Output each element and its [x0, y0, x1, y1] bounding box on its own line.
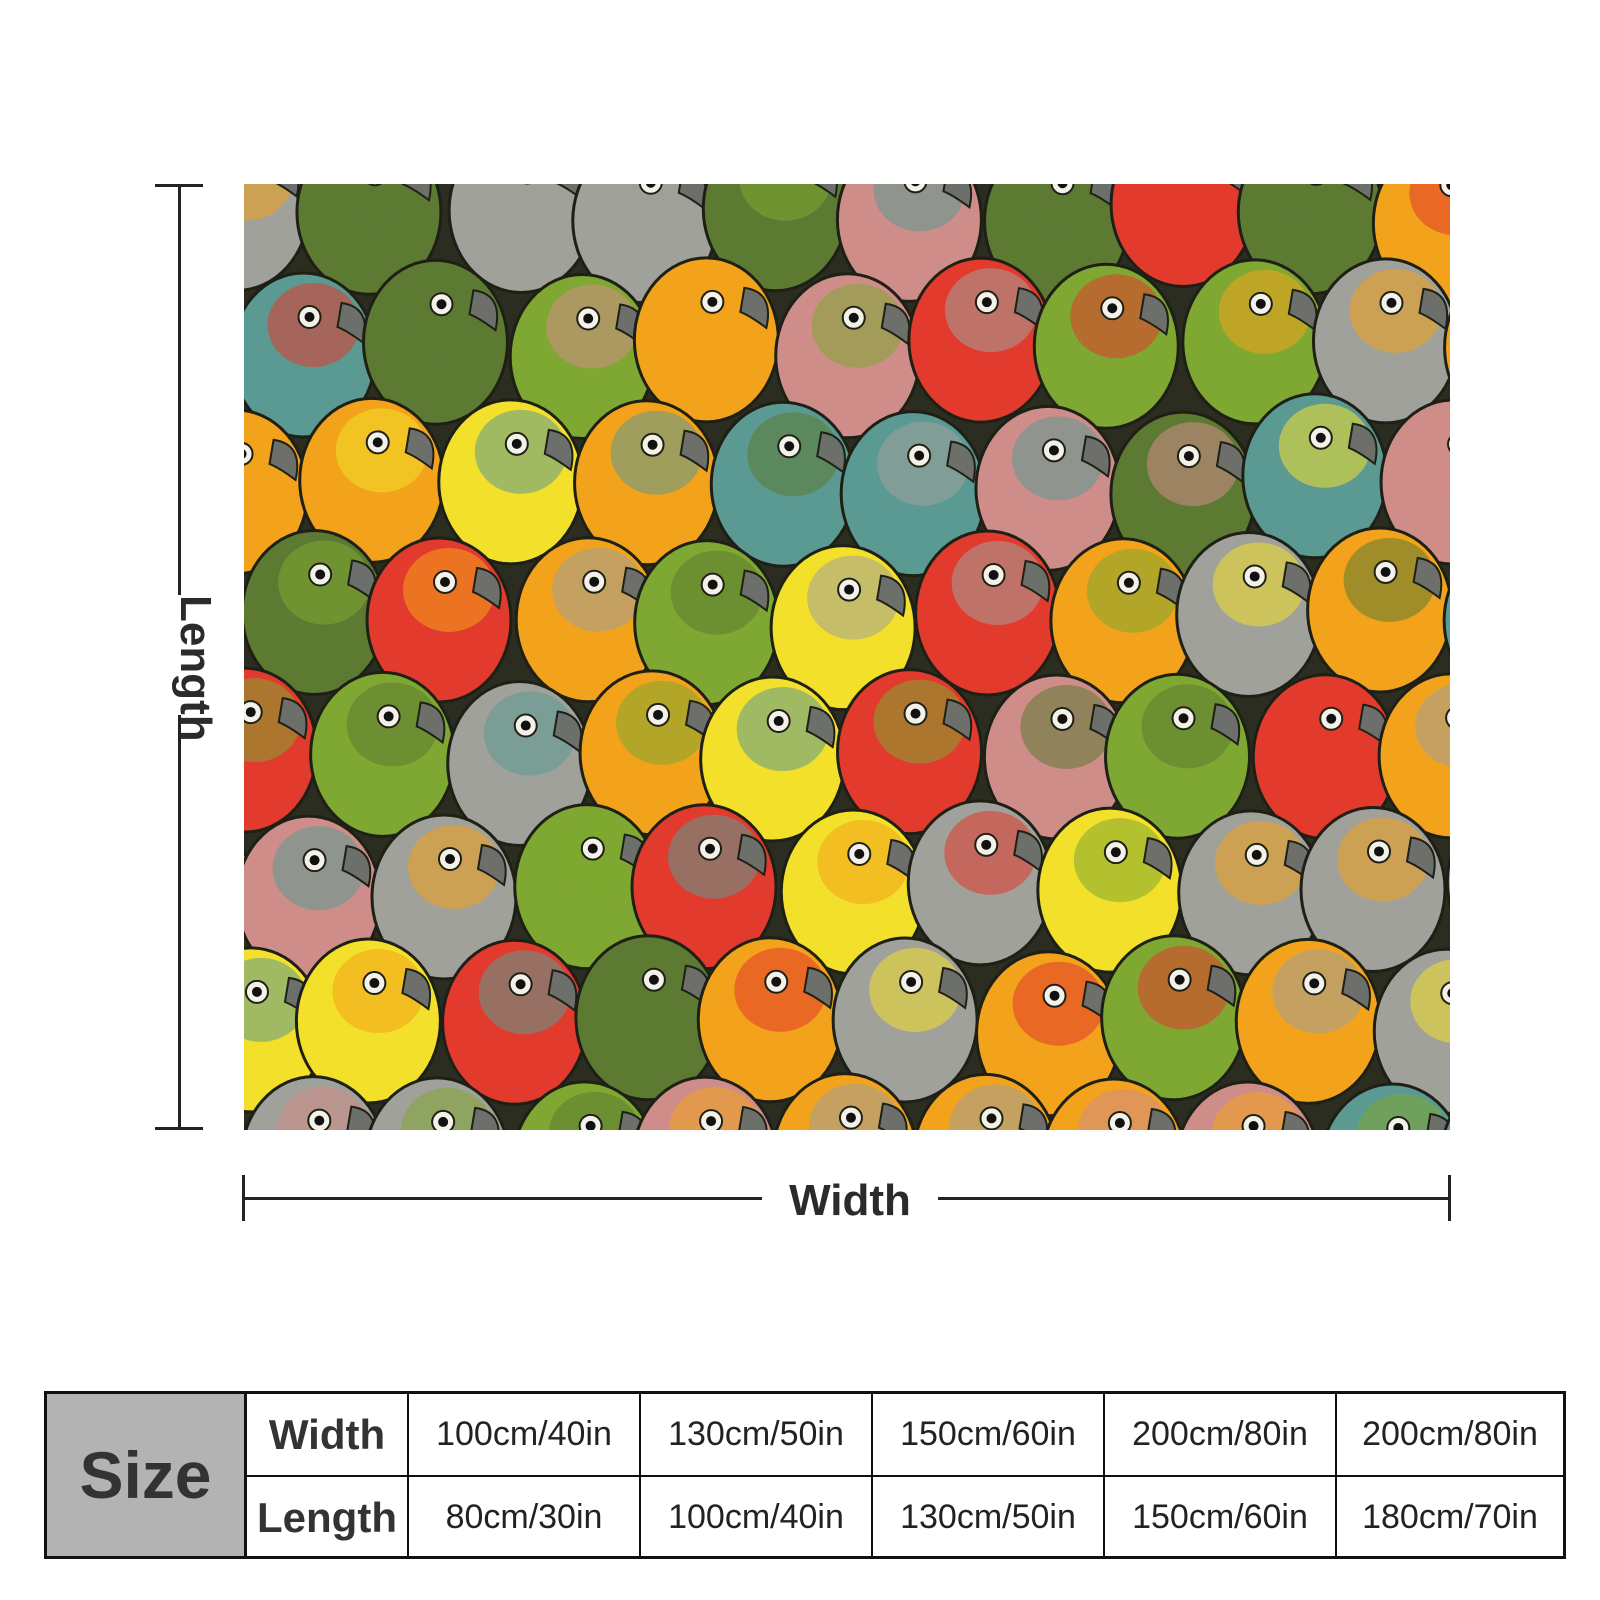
parrot-head — [244, 1075, 383, 1130]
width-value-cell: 200cm/80in — [1103, 1394, 1335, 1475]
parrot-head — [636, 1075, 774, 1130]
parrot-head — [1442, 584, 1450, 657]
row-label-length: Length — [257, 1493, 397, 1541]
length-value-cell: 150cm/60in — [1103, 1477, 1335, 1558]
parrot-head — [1180, 1080, 1315, 1130]
parrot-head — [914, 529, 1062, 697]
parrot-head — [1326, 1082, 1450, 1130]
length-value-cell: 80cm/30in — [407, 1477, 639, 1558]
parrot-head — [1234, 937, 1382, 1105]
size-table: Size Width 100cm/40in 130cm/50in 150cm/6… — [44, 1391, 1566, 1559]
parrot-head — [1372, 947, 1450, 1115]
parrot-head — [244, 271, 377, 439]
parrot-head — [514, 536, 662, 704]
parrot-head — [774, 272, 922, 440]
parrot-head — [632, 256, 780, 424]
parrot-head — [244, 666, 319, 834]
parrot-head — [244, 814, 383, 982]
parrot-head — [831, 936, 979, 1104]
width-value-cell: 150cm/60in — [871, 1394, 1103, 1475]
parrot-head — [513, 803, 661, 971]
length-label: Length — [170, 595, 220, 742]
length-value-cell: 100cm/40in — [639, 1477, 871, 1558]
parrot-head — [309, 670, 457, 838]
parrot-head — [1306, 526, 1450, 694]
length-value-cell: 180cm/70in — [1335, 1477, 1563, 1558]
parrot-head — [975, 950, 1123, 1118]
width-value-cell: 200cm/80in — [1335, 1394, 1563, 1475]
parrot-head — [1445, 854, 1450, 910]
parrot-head — [578, 669, 726, 837]
parrot-head — [1100, 934, 1248, 1102]
parrot-head — [1032, 262, 1180, 430]
blanket-pattern-image — [244, 184, 1450, 1130]
parrot-head — [361, 258, 509, 426]
parrot-head — [1175, 530, 1323, 698]
parrot-head — [775, 1072, 915, 1130]
parrot-head — [701, 184, 849, 293]
parrot-head — [906, 799, 1054, 967]
parrot-head — [244, 529, 388, 696]
parrot-head — [1299, 805, 1447, 973]
parrot-head — [1045, 1077, 1183, 1130]
parrot-head — [915, 1072, 1056, 1130]
parrot-head — [779, 808, 927, 976]
parrot-head — [1379, 398, 1450, 566]
parrot-pattern — [244, 184, 1450, 1130]
parrot-head — [836, 668, 984, 836]
parrot-head — [907, 256, 1055, 424]
parrot-head — [437, 398, 585, 566]
width-label: Width — [762, 1173, 938, 1229]
width-value-cell: 130cm/50in — [639, 1394, 871, 1475]
parrot-head — [1377, 672, 1450, 840]
parrot-head — [633, 539, 781, 707]
parrot-head — [573, 399, 721, 567]
parrot-head — [447, 184, 595, 294]
parrot-head — [709, 400, 857, 568]
parrot-head — [1312, 257, 1450, 425]
parrot-head — [630, 803, 778, 971]
table-row-length: Length 80cm/30in 100cm/40in 130cm/50in 1… — [247, 1477, 1563, 1558]
parrot-head — [1241, 392, 1389, 560]
parrot-head — [1109, 410, 1257, 578]
parrot-head — [244, 408, 310, 575]
parrot-head — [370, 813, 518, 981]
parrot-head — [974, 404, 1122, 572]
parrot-head — [699, 675, 847, 843]
parrot-head — [1443, 312, 1450, 383]
parrot-head — [1443, 1114, 1450, 1130]
size-header: Size — [47, 1394, 247, 1556]
width-left-tick — [242, 1175, 245, 1221]
width-value-cell: 100cm/40in — [407, 1394, 639, 1475]
parrot-head — [441, 938, 589, 1106]
parrot-head — [517, 1080, 652, 1130]
table-row-width: Width 100cm/40in 130cm/50in 150cm/60in 2… — [247, 1394, 1563, 1477]
parrot-head — [294, 937, 442, 1105]
parrot-head — [1104, 672, 1252, 840]
parrot-head — [368, 1076, 506, 1130]
parrot-head — [769, 544, 917, 712]
parrot-head — [1109, 184, 1257, 288]
row-label-width: Width — [268, 1410, 386, 1458]
parrot-head — [1036, 806, 1184, 974]
length-value-cell: 130cm/50in — [871, 1477, 1103, 1558]
parrot-head — [298, 396, 446, 564]
